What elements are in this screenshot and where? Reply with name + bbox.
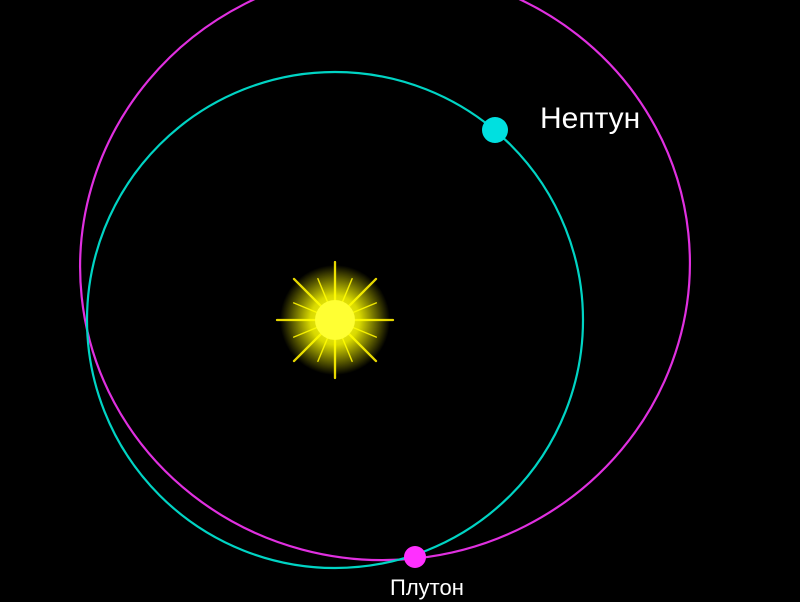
pluto-label: Плутон bbox=[390, 575, 464, 601]
pluto-planet bbox=[404, 546, 426, 568]
neptune-label: Нептун bbox=[540, 102, 640, 136]
orbit-diagram bbox=[0, 0, 800, 602]
sun bbox=[277, 262, 393, 378]
pluto-orbit bbox=[51, 0, 719, 590]
neptune-planet bbox=[482, 117, 508, 143]
